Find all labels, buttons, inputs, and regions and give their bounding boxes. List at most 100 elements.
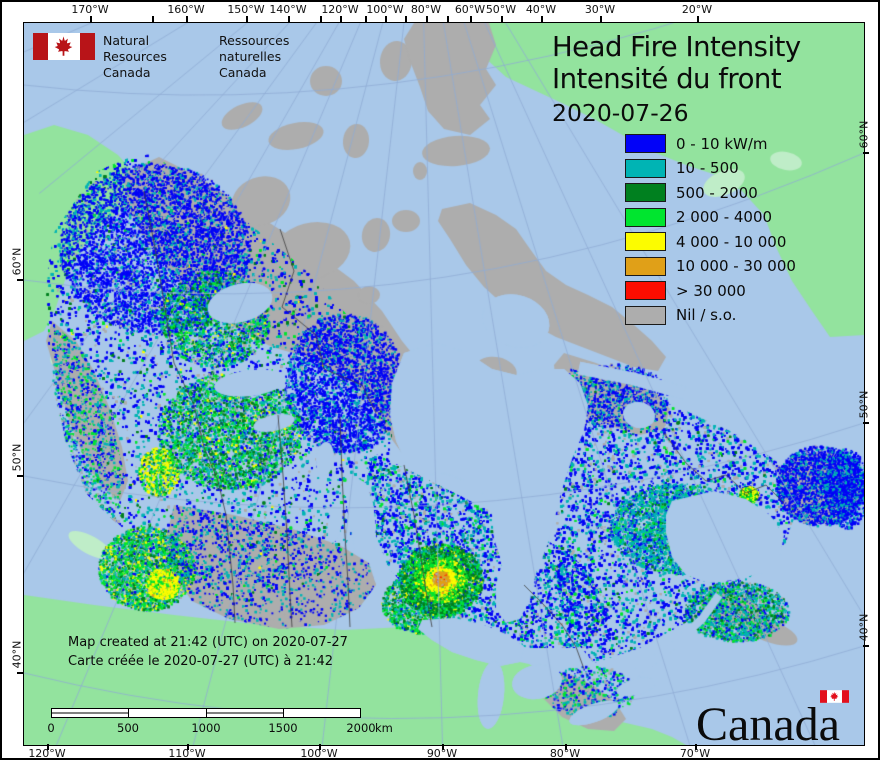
longitude-tick (695, 744, 697, 750)
longitude-tick (365, 16, 367, 22)
logo-text-fr: Ressources naturelles Canada (219, 33, 349, 81)
legend-item: 4 000 - 10 000 (625, 232, 796, 251)
legend-item-label: 10 - 500 (676, 159, 739, 177)
longitude-tick (47, 744, 49, 750)
longitude-label: 100°W (300, 747, 338, 760)
creation-note-fr: Carte créée le 2020-07-27 (UTC) à 21:42 (68, 654, 333, 669)
map-title-block: Head Fire Intensity Intensité du front 2… (552, 31, 801, 129)
longitude-label: 40°W (525, 3, 557, 16)
logo-fr-line2: Canada (219, 65, 267, 80)
longitude-tick (187, 744, 189, 750)
legend-item: 10 - 500 (625, 158, 796, 178)
government-of-canada-logo: Natural Resources Canada Ressources natu… (33, 33, 349, 81)
longitude-label: 70°W (679, 747, 711, 760)
legend-item: Nil / s.o. (625, 305, 796, 325)
legend-item-label: 500 - 2000 (676, 183, 758, 202)
legend-swatch (625, 158, 666, 178)
latitude-label: 40°N (10, 640, 24, 669)
longitude-label: 20°W (681, 3, 713, 16)
logo-text-en: Natural Resources Canada (103, 33, 209, 81)
longitude-tick (90, 16, 92, 22)
latitude-tick (17, 475, 23, 477)
map-title-en: Head Fire Intensity (552, 31, 801, 63)
longitude-tick (246, 16, 248, 22)
legend-swatch (625, 207, 666, 227)
latitude-label: 50°N (10, 443, 24, 472)
longitude-tick (565, 744, 567, 750)
legend-item-label: 10 000 - 30 000 (676, 257, 796, 275)
latitude-tick (17, 279, 23, 281)
longitude-tick (426, 16, 428, 22)
latitude-label: 60°N (10, 247, 24, 276)
creation-note-en: Map created at 21:42 (UTC) on 2020-07-27 (68, 635, 348, 650)
creation-note: Map created at 21:42 (UTC) on 2020-07-27… (68, 633, 348, 671)
longitude-tick (447, 16, 449, 22)
scale-bar-labels: 0 500 1000 1500 2000 km (47, 718, 393, 735)
scale-bar-segments (51, 708, 361, 718)
longitude-label: 120°W (28, 747, 66, 760)
longitude-label: 170°W (71, 3, 109, 16)
legend-item: > 30 000 (625, 281, 796, 300)
longitude-label: 120°W (321, 3, 359, 16)
longitude-tick (442, 744, 444, 750)
scale-segment (51, 708, 130, 718)
longitude-tick (470, 16, 472, 22)
scale-tick-label: 1500 (268, 721, 298, 735)
legend-item-label: 0 - 10 kW/m (676, 134, 768, 153)
map-title-fr: Intensité du front (552, 63, 782, 95)
latitude-label: 40°N (857, 613, 871, 642)
latitude-tick (863, 645, 869, 647)
map-frame: Natural Resources Canada Ressources natu… (23, 22, 865, 751)
longitude-tick (319, 744, 321, 750)
longitude-tick (541, 16, 543, 22)
longitude-tick (340, 16, 342, 22)
longitude-tick (600, 16, 602, 22)
legend-swatch (625, 305, 666, 325)
longitude-label: 60°W (454, 3, 486, 16)
latitude-tick (17, 672, 23, 674)
longitude-tick (186, 16, 188, 22)
logo-fr-line1: Ressources naturelles (219, 33, 290, 64)
legend-item: 10 000 - 30 000 (625, 256, 796, 276)
legend-swatch (625, 281, 666, 300)
longitude-label: 90°W (426, 747, 458, 760)
legend-swatch (625, 256, 666, 276)
latitude-tick (863, 422, 869, 424)
scale-unit-label: km (375, 721, 393, 735)
longitude-label: 150°W (227, 3, 265, 16)
scale-tick-label: 500 (117, 721, 139, 735)
map-date: 2020-07-26 (552, 99, 689, 127)
fire-intensity-map (24, 23, 864, 745)
canada-flag-icon (33, 33, 95, 60)
legend-item: 500 - 2000 (625, 183, 796, 202)
longitude-label: 30°W (584, 3, 616, 16)
logo-en-line2: Canada (103, 65, 151, 80)
legend-item-label: 4 000 - 10 000 (676, 232, 787, 251)
scale-segment (128, 708, 207, 718)
scale-tick-label: 2000 (346, 721, 376, 735)
canada-wordmark-text: Canada (696, 698, 840, 751)
latitude-tick (863, 152, 869, 154)
longitude-label: 140°W (269, 3, 307, 16)
scale-tick-label: 0 (47, 721, 55, 735)
scale-bar: 0 500 1000 1500 2000 km (47, 708, 393, 735)
longitude-tick (288, 16, 290, 22)
longitude-tick (697, 16, 699, 22)
longitude-tick (385, 16, 387, 22)
legend-item-label: > 30 000 (676, 281, 746, 300)
longitude-label: 110°W (168, 747, 206, 760)
longitude-label: 80°W (549, 747, 581, 760)
legend-item: 2 000 - 4000 (625, 207, 796, 227)
longitude-label: 80°W (410, 3, 442, 16)
wordmark-flag-icon (820, 690, 849, 703)
latitude-label: 50°N (857, 390, 871, 419)
legend-item-label: Nil / s.o. (676, 306, 737, 324)
legend-swatch (625, 134, 666, 153)
scale-tick-label: 1000 (191, 721, 221, 735)
longitude-label: 50°W (485, 3, 517, 16)
scale-segment (205, 708, 284, 718)
legend-swatch (625, 183, 666, 202)
scale-segment (282, 708, 361, 718)
latitude-label: 60°N (857, 120, 871, 149)
